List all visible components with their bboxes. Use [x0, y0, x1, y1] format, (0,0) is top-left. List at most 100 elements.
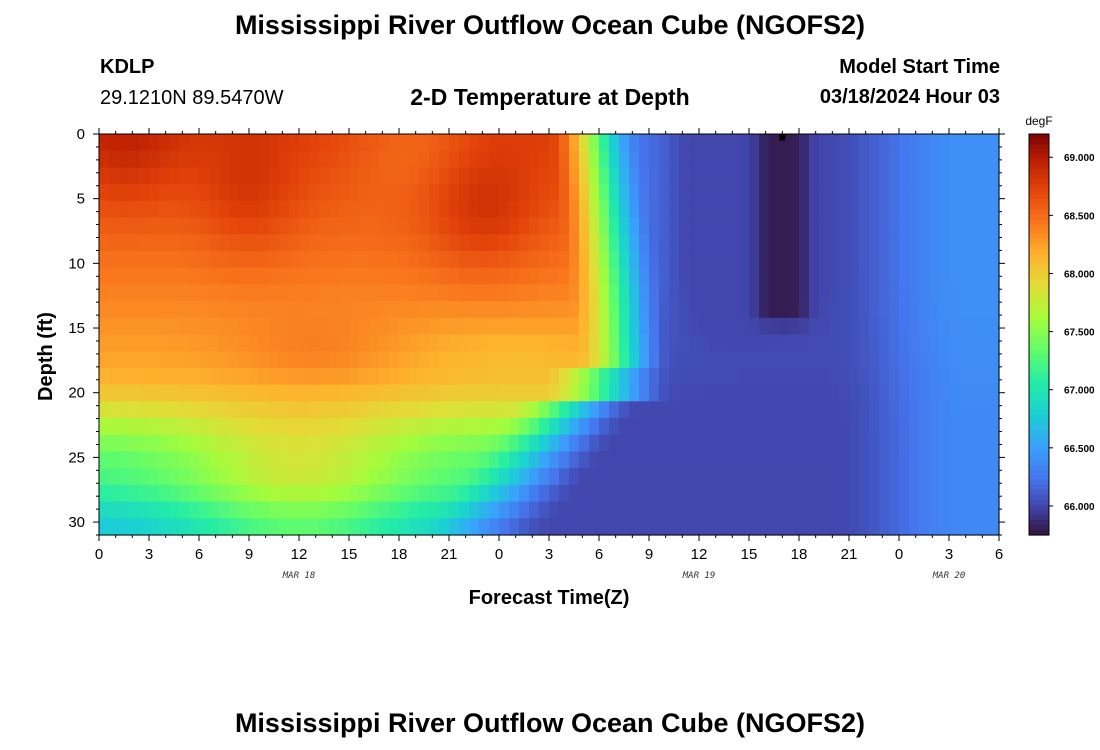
heatmap-cell: [869, 267, 880, 285]
x-tick-label: 21: [441, 546, 458, 563]
heatmap-cell: [949, 451, 960, 469]
heatmap-cell: [429, 200, 440, 219]
heatmap-cell: [379, 184, 390, 202]
heatmap-cell: [469, 334, 480, 352]
heatmap-cell: [539, 150, 550, 169]
heatmap-cell: [779, 317, 790, 336]
heatmap-cell: [669, 234, 680, 252]
colorbar-segment: [1029, 134, 1049, 140]
heatmap-cell: [319, 284, 330, 302]
heatmap-cell: [889, 317, 900, 336]
heatmap-cell: [799, 250, 810, 269]
heatmap-cell: [309, 334, 320, 352]
heatmap-cell: [799, 367, 810, 386]
heatmap-cell: [759, 184, 770, 202]
heatmap-cell: [209, 184, 220, 202]
heatmap-cell: [299, 351, 310, 369]
heatmap-cell: [709, 384, 720, 402]
heatmap-cell: [369, 401, 380, 419]
heatmap-cell: [559, 184, 570, 202]
heatmap-cell: [319, 150, 330, 169]
heatmap-cell: [539, 267, 550, 285]
heatmap-cell: [399, 167, 410, 185]
heatmap-cell: [779, 234, 790, 252]
heatmap-cell: [679, 150, 690, 169]
heatmap-cell: [939, 301, 950, 319]
heatmap-cell: [679, 418, 690, 436]
heatmap-cell: [179, 484, 190, 503]
heatmap-cell: [409, 434, 420, 453]
heatmap-cell: [139, 518, 150, 536]
y-tick-label: 0: [77, 126, 85, 143]
heatmap-cell: [199, 418, 210, 436]
heatmap-cell: [839, 167, 850, 185]
heatmap-cell: [919, 134, 930, 152]
colorbar-segment: [1029, 239, 1049, 245]
heatmap-cell: [959, 384, 970, 402]
heatmap-cell: [569, 184, 580, 202]
heatmap-cell: [269, 150, 280, 169]
heatmap-cell: [749, 401, 760, 419]
heatmap-cell: [939, 134, 950, 152]
colorbar-segment: [1029, 219, 1049, 225]
heatmap-cell: [919, 351, 930, 369]
heatmap-cell: [959, 317, 970, 336]
heatmap-cell: [309, 484, 320, 503]
heatmap-cell: [699, 150, 710, 169]
heatmap-cell: [619, 167, 630, 185]
heatmap-cell: [149, 384, 160, 402]
heatmap-cell: [869, 434, 880, 453]
heatmap-cell: [519, 334, 530, 352]
heatmap-cell: [239, 317, 250, 336]
colorbar-segment: [1029, 234, 1049, 240]
heatmap-cell: [809, 234, 820, 252]
heatmap-cell: [919, 401, 930, 419]
heatmap-cell: [309, 217, 320, 235]
heatmap-cell: [519, 484, 530, 503]
heatmap-cell: [879, 334, 890, 352]
heatmap-cell: [769, 518, 780, 536]
heatmap-cell: [679, 484, 690, 503]
heatmap-cell: [259, 167, 270, 185]
heatmap-cell: [239, 351, 250, 369]
heatmap-cell: [679, 434, 690, 453]
heatmap-cell: [699, 468, 710, 486]
heatmap-cell: [389, 167, 400, 185]
heatmap-cell: [849, 301, 860, 319]
heatmap-cell: [459, 518, 470, 536]
heatmap-cell: [609, 384, 620, 402]
heatmap-cell: [669, 484, 680, 503]
heatmap-cell: [279, 351, 290, 369]
heatmap-cell: [499, 217, 510, 235]
heatmap-cell: [129, 150, 140, 169]
heatmap-cell: [729, 501, 740, 519]
heatmap-cell: [939, 501, 950, 519]
heatmap-cell: [699, 267, 710, 285]
heatmap-cell: [959, 418, 970, 436]
heatmap-cell: [979, 301, 990, 319]
heatmap-cell: [519, 200, 530, 219]
heatmap-cell: [179, 418, 190, 436]
heatmap-cell: [989, 334, 1000, 352]
heatmap-cell: [349, 468, 360, 486]
heatmap-cell: [839, 518, 850, 536]
heatmap-cell: [289, 501, 300, 519]
heatmap-cell: [419, 184, 430, 202]
heatmap-cell: [599, 367, 610, 386]
heatmap-cell: [329, 200, 340, 219]
heatmap-cell: [809, 167, 820, 185]
heatmap-cell: [949, 317, 960, 336]
heatmap-cell: [569, 351, 580, 369]
heatmap-cell: [189, 401, 200, 419]
heatmap-cell: [199, 434, 210, 453]
colorbar-segment: [1029, 279, 1049, 285]
heatmap-cell: [759, 301, 770, 319]
colorbar-segment: [1029, 214, 1049, 220]
heatmap-cell: [289, 134, 300, 152]
heatmap-cell: [609, 167, 620, 185]
heatmap-cell: [109, 250, 120, 269]
heatmap-cell: [459, 367, 470, 386]
heatmap-cell: [219, 501, 230, 519]
heatmap-cell: [519, 418, 530, 436]
heatmap-cell: [669, 134, 680, 152]
